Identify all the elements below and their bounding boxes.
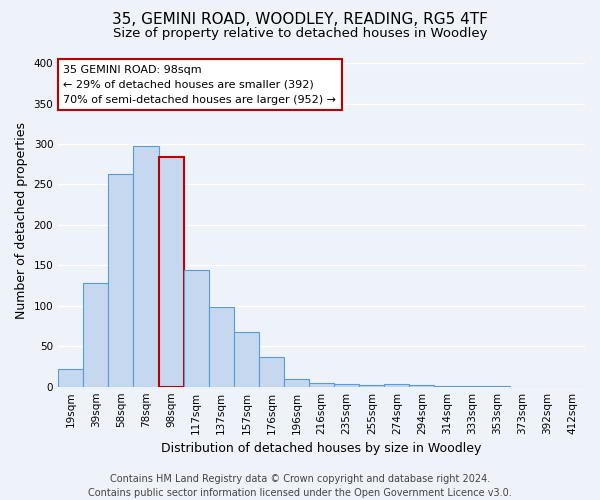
Bar	[385, 384, 409, 386]
Bar	[334, 384, 359, 386]
Text: 35, GEMINI ROAD, WOODLEY, READING, RG5 4TF: 35, GEMINI ROAD, WOODLEY, READING, RG5 4…	[112, 12, 488, 28]
X-axis label: Distribution of detached houses by size in Woodley: Distribution of detached houses by size …	[161, 442, 482, 455]
Bar	[359, 385, 385, 386]
Bar	[158, 157, 184, 386]
Bar	[184, 270, 209, 386]
Bar	[83, 283, 109, 387]
Text: 35 GEMINI ROAD: 98sqm
← 29% of detached houses are smaller (392)
70% of semi-det: 35 GEMINI ROAD: 98sqm ← 29% of detached …	[64, 65, 337, 104]
Bar	[409, 385, 434, 386]
Bar	[58, 369, 83, 386]
Text: Size of property relative to detached houses in Woodley: Size of property relative to detached ho…	[113, 28, 487, 40]
Bar	[234, 332, 259, 386]
Bar	[309, 382, 334, 386]
Bar	[133, 146, 158, 386]
Text: Contains HM Land Registry data © Crown copyright and database right 2024.
Contai: Contains HM Land Registry data © Crown c…	[88, 474, 512, 498]
Bar	[109, 174, 133, 386]
Bar	[284, 380, 309, 386]
Bar	[259, 356, 284, 386]
Y-axis label: Number of detached properties: Number of detached properties	[15, 122, 28, 320]
Bar	[209, 308, 234, 386]
